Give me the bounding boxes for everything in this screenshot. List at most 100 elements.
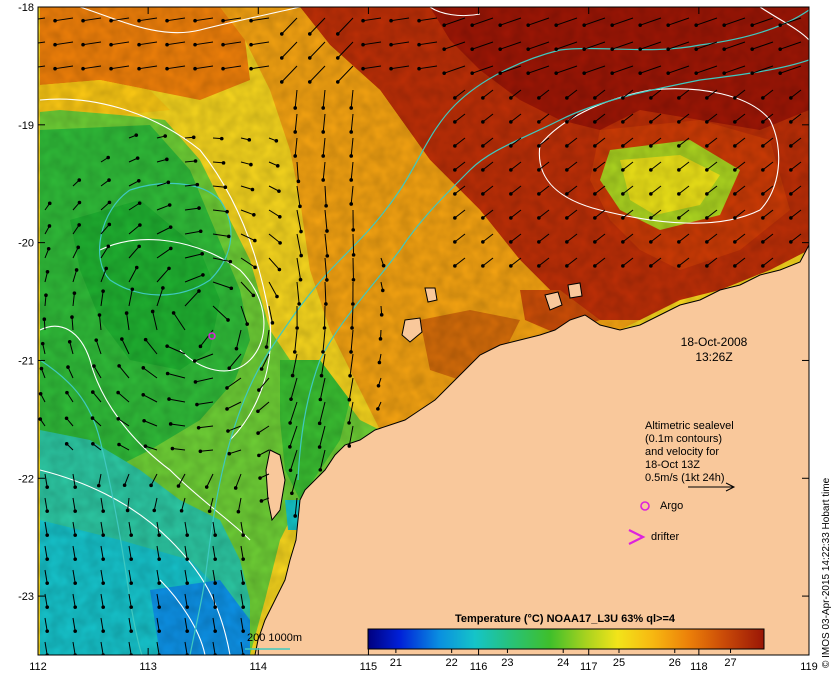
colorbar-tick-label: 21 — [390, 657, 402, 669]
velocity-arrow — [206, 473, 214, 488]
velocity-arrow-head — [481, 240, 485, 244]
velocity-arrow — [240, 281, 254, 296]
velocity-arrow — [222, 65, 242, 70]
velocity-arrow-head — [252, 212, 256, 217]
velocity-arrow — [510, 209, 522, 219]
velocity-arrow — [322, 89, 326, 109]
velocity-arrow-head — [380, 288, 385, 293]
velocity-arrow-head — [81, 42, 85, 47]
island — [424, 287, 438, 303]
velocity-arrow — [194, 17, 214, 22]
velocity-arrow-head — [621, 240, 625, 244]
velocity-arrow — [143, 367, 158, 379]
velocity-arrow — [82, 41, 102, 46]
velocity-arrow — [790, 89, 802, 99]
velocity-arrow-head — [565, 192, 569, 196]
velocity-arrow-head — [610, 71, 615, 75]
velocity-arrow-head — [299, 253, 303, 258]
velocity-arrow-head — [129, 629, 133, 633]
velocity-arrow-head — [453, 192, 457, 196]
velocity-arrow-head — [137, 18, 141, 23]
velocity-arrow-head — [193, 18, 197, 23]
velocity-arrow-head — [130, 287, 135, 292]
velocity-arrow-head — [377, 360, 382, 365]
velocity-arrow — [752, 17, 774, 26]
velocity-arrow — [622, 257, 634, 267]
velocity-arrow-head — [233, 486, 238, 490]
velocity-arrow-head — [67, 339, 72, 344]
velocity-arrow — [128, 202, 140, 211]
velocity-arrow-head — [167, 203, 172, 207]
velocity-arrow-head — [565, 96, 569, 100]
velocity-arrow-head — [278, 241, 282, 245]
velocity-arrow — [444, 41, 466, 50]
velocity-arrow — [156, 521, 160, 536]
velocity-arrow-head — [73, 605, 77, 609]
velocity-arrow — [780, 41, 802, 50]
velocity-arrow — [472, 41, 494, 50]
velocity-arrow-head — [293, 154, 298, 158]
velocity-arrow — [752, 65, 774, 74]
velocity-arrow-head — [279, 80, 284, 84]
velocity-arrow-head — [213, 581, 217, 585]
velocity-arrow — [319, 425, 326, 448]
velocity-arrow — [72, 521, 76, 536]
velocity-arrow-head — [789, 240, 793, 244]
velocity-arrow — [184, 274, 204, 283]
velocity-arrow-head — [677, 120, 681, 124]
velocity-arrow-head — [677, 168, 681, 172]
velocity-arrow — [706, 113, 718, 123]
velocity-arrow-head — [789, 168, 793, 172]
velocity-arrow-head — [277, 267, 282, 272]
velocity-arrow-head — [229, 286, 234, 291]
velocity-arrow — [337, 65, 354, 83]
velocity-arrow — [138, 17, 158, 22]
velocity-arrow-head — [649, 240, 653, 244]
velocity-arrow-head — [198, 229, 203, 234]
velocity-arrow-head — [299, 229, 303, 234]
velocity-arrow-head — [165, 157, 169, 162]
velocity-arrow — [319, 449, 326, 470]
velocity-arrow-head — [733, 240, 737, 244]
velocity-arrow-head — [193, 380, 198, 384]
velocity-arrow-head — [705, 216, 709, 220]
velocity-arrow — [72, 569, 76, 584]
velocity-arrow-head — [167, 266, 171, 271]
velocity-arrow — [454, 185, 466, 195]
velocity-arrow-head — [213, 557, 217, 561]
drifter-legend-icon — [628, 529, 646, 545]
velocity-arrow — [510, 89, 522, 99]
velocity-arrow — [734, 113, 746, 123]
velocity-arrow — [678, 113, 690, 123]
velocity-arrow-head — [778, 23, 783, 27]
velocity-arrow — [72, 293, 75, 307]
lon-tick-label: 117 — [580, 661, 598, 673]
velocity-arrow-head — [223, 185, 228, 189]
velocity-arrow-head — [77, 200, 82, 205]
velocity-arrow-head — [537, 216, 541, 220]
svg-text:200 1000m: 200 1000m — [247, 632, 302, 644]
velocity-arrow-head — [554, 71, 559, 75]
velocity-arrow — [538, 185, 550, 195]
velocity-arrow-head — [293, 130, 298, 134]
colorbar-tick-label: 23 — [501, 657, 513, 669]
velocity-arrow — [268, 233, 281, 244]
velocity-arrow-head — [509, 144, 513, 148]
velocity-arrow-head — [219, 136, 224, 141]
velocity-arrow — [240, 233, 256, 242]
velocity-arrow-head — [565, 168, 569, 172]
velocity-arrow — [98, 473, 102, 486]
velocity-arrow-head — [249, 42, 253, 47]
velocity-arrow-head — [442, 47, 447, 51]
velocity-arrow — [235, 473, 242, 489]
velocity-arrow — [184, 593, 188, 608]
credit-text: © IMOS 03-Apr-2015 14:22:33 Hobart time — [821, 477, 832, 668]
velocity-arrow — [209, 497, 214, 512]
velocity-arrow-head — [249, 66, 253, 71]
velocity-arrow — [143, 420, 158, 427]
velocity-arrow-head — [593, 192, 597, 196]
velocity-arrow — [100, 497, 104, 512]
velocity-arrow — [510, 137, 522, 147]
velocity-arrow-head — [621, 168, 625, 172]
velocity-arrow-head — [124, 311, 129, 315]
